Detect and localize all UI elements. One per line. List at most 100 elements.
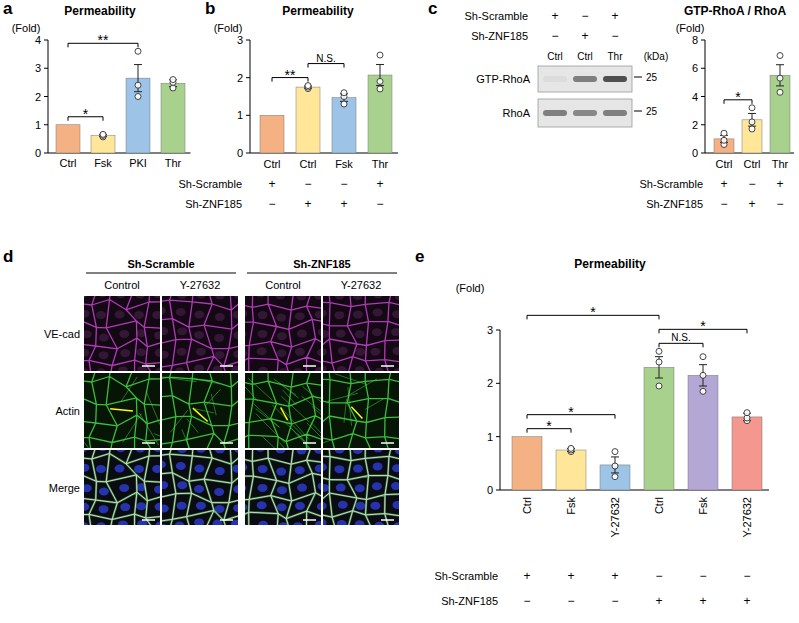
nucleus [153, 296, 160, 298]
condition-mark: − [776, 197, 783, 211]
nucleus [314, 296, 321, 300]
nucleus [232, 311, 238, 319]
data-point [135, 48, 141, 54]
condition-mark: + [376, 177, 383, 191]
column-label: Y-27632 [180, 279, 221, 291]
significance-label: N.S. [671, 332, 690, 343]
nucleus [317, 503, 321, 511]
group-label: Sh-ZNF185 [293, 258, 350, 270]
condition-mark: + [776, 177, 783, 191]
data-point [777, 75, 783, 81]
nucleus [297, 450, 307, 454]
condition-mark: − [611, 29, 618, 43]
significance-label: * [546, 418, 552, 434]
nucleus [84, 296, 87, 298]
nucleus [116, 296, 126, 298]
data-point [305, 83, 311, 89]
significance-bracket [308, 64, 344, 68]
error-bar [134, 65, 142, 92]
nucleus [323, 450, 324, 453]
nucleus [119, 484, 129, 492]
error-cap [611, 456, 619, 457]
category-label: Ctrl [263, 158, 280, 170]
data-point [777, 53, 783, 59]
nucleus [84, 484, 92, 492]
nucleus [277, 486, 287, 494]
nucleus [323, 484, 329, 492]
nucleus [255, 296, 265, 298]
condition-mark: − [523, 594, 530, 608]
significance-label: * [568, 404, 574, 420]
y-tick [701, 96, 705, 97]
micrograph-bg [245, 373, 321, 448]
y-tick [701, 153, 705, 154]
condition-mark: + [567, 569, 574, 583]
bar-chart: Permeability(Fold)01234CtrlFskPKIThr*** [12, 4, 191, 169]
error-cap [655, 356, 663, 357]
nucleus [99, 487, 109, 495]
nucleus [162, 327, 168, 335]
nucleus [194, 518, 204, 525]
nucleus [353, 296, 363, 300]
bar-chart: Permeability(Fold)0123CtrlFskY-27632Ctrl… [434, 257, 769, 608]
nucleus [392, 310, 399, 318]
micrograph [84, 450, 160, 525]
nucleus [275, 450, 285, 453]
nucleus [334, 465, 344, 473]
title: Permeability [574, 257, 646, 271]
nucleus [135, 296, 145, 298]
nucleus [315, 464, 321, 472]
bar [644, 367, 674, 490]
significance-label: * [700, 318, 706, 334]
nucleus [353, 450, 363, 454]
row-label: VE-cad [44, 328, 80, 340]
nucleus [373, 308, 383, 316]
nucleus [297, 296, 307, 300]
error-bar [376, 64, 384, 85]
significance-label: * [83, 106, 89, 122]
condition-mark: − [720, 197, 727, 211]
title: GTP-RhoA / RhoA [684, 4, 787, 18]
nucleus [245, 523, 247, 525]
condition-label: Sh-Scramble [464, 10, 528, 22]
nucleus [176, 308, 186, 316]
nucleus [335, 450, 345, 453]
tick-label: 3 [237, 34, 243, 46]
nucleus [233, 331, 238, 339]
western-blot: Sh-Scramble+−+Sh-ZNF185−+−CtrlCtrlThrGTP… [464, 9, 668, 127]
condition-label: Sh-ZNF185 [441, 595, 498, 607]
nucleus [214, 334, 224, 342]
nucleus [295, 348, 305, 356]
error-cap [776, 64, 784, 65]
nucleus [134, 465, 144, 473]
nucleus [277, 349, 287, 357]
significance-label: ** [285, 67, 296, 83]
nucleus [355, 520, 365, 525]
column-label: Control [265, 279, 300, 291]
scale-bar [142, 442, 155, 444]
category-label: Ctrl [299, 158, 316, 170]
tick-label: 8 [692, 34, 698, 46]
nucleus [120, 503, 130, 511]
nucleus [196, 348, 206, 356]
condition-mark: − [268, 197, 275, 211]
error-bar [611, 457, 619, 473]
nucleus [134, 311, 144, 319]
micrograph [245, 296, 321, 371]
cell-outline [323, 296, 399, 371]
nucleus [276, 468, 286, 476]
scale-bar [303, 519, 316, 521]
tick-label: 3 [35, 62, 41, 74]
y-tick [44, 40, 48, 41]
error-cap [655, 378, 663, 379]
tick-label: 2 [35, 91, 41, 103]
tick-label: 6 [692, 62, 698, 74]
bar [368, 75, 392, 153]
condition-mark: − [340, 177, 347, 191]
nucleus [162, 461, 166, 469]
bar [296, 87, 320, 153]
nucleus [257, 501, 267, 509]
nucleus [395, 450, 399, 455]
nucleus [194, 485, 204, 493]
condition-label: Sh-Scramble [639, 178, 703, 190]
